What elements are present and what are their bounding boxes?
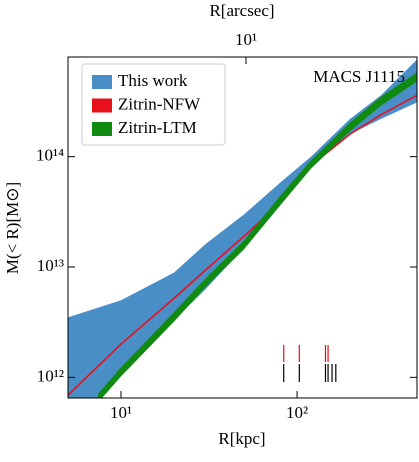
legend-box: [81, 63, 226, 146]
legend-swatch: [92, 75, 112, 89]
plot-frame: [67, 56, 418, 399]
band: [97, 72, 417, 398]
x2-tick-label: 10¹: [235, 30, 257, 49]
y-tick-label: 10¹³: [37, 256, 64, 275]
legend-label: Zitrin-NFW: [118, 94, 201, 113]
x2-axis-label: R[arcsec]: [209, 1, 274, 20]
legend-label: This work: [118, 71, 188, 90]
y-tick-label: 10¹²: [37, 366, 64, 385]
x-axis-label: R[kpc]: [218, 429, 265, 448]
legend-swatch: [92, 122, 112, 136]
x-tick-label: 10²: [286, 403, 308, 422]
annotation: MACS J1115: [313, 67, 405, 86]
x-tick-label: 10¹: [110, 403, 132, 422]
legend-swatch: [92, 98, 112, 113]
y-tick-label: 10¹⁴: [36, 146, 64, 165]
plot-marks: [68, 59, 417, 398]
legend-label: Zitrin-LTM: [118, 118, 197, 137]
y-axis-label: M(< R)[M⊙]: [3, 182, 22, 274]
